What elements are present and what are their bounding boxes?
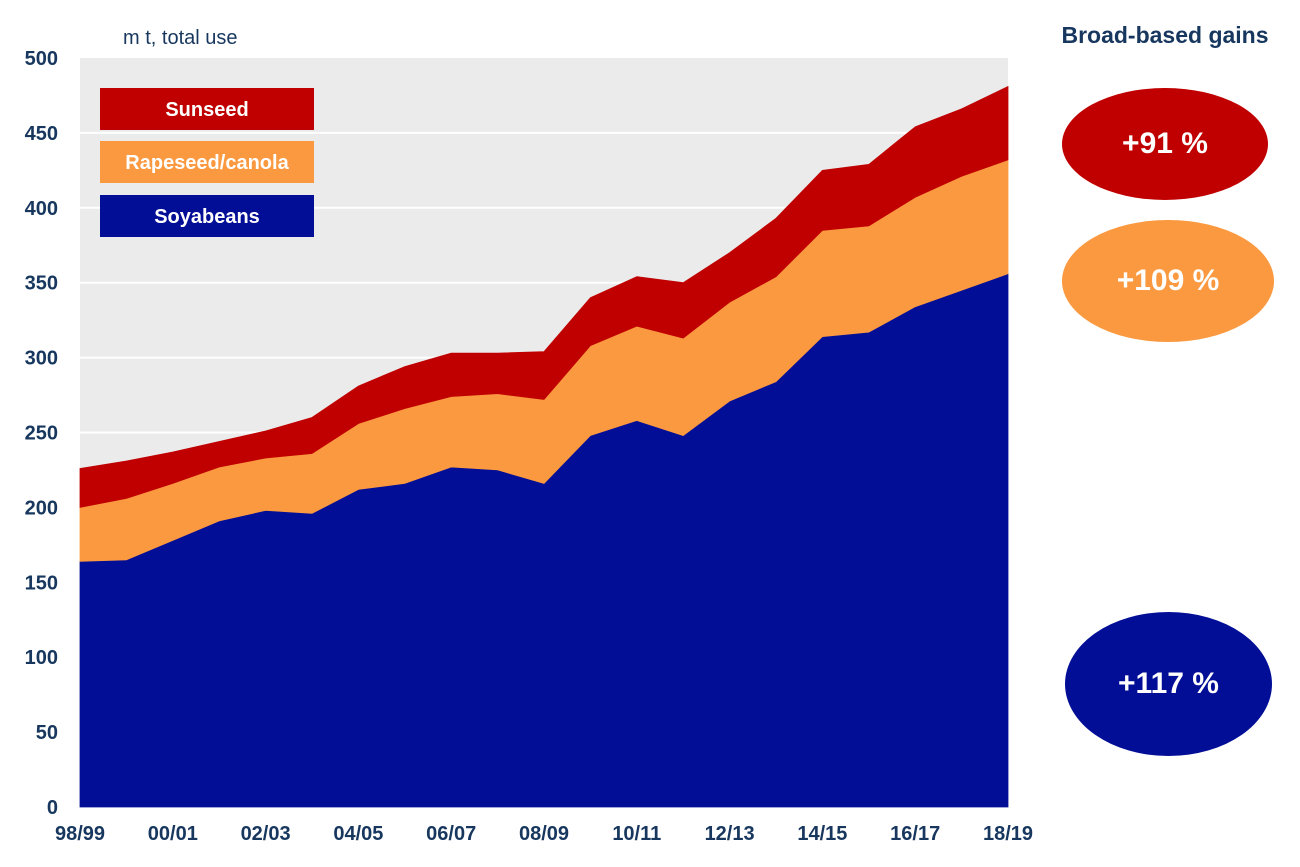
legend-label-soyabeans: Soyabeans: [154, 206, 260, 228]
y-tick-label: 150: [25, 572, 58, 594]
legend-item-rapeseed: Rapeseed/canola: [100, 141, 314, 183]
gain-label-soyabeans: +117 %: [1118, 667, 1219, 700]
unit-label: m t, total use: [123, 27, 238, 49]
gain-badge-soyabeans: +117 %: [1065, 612, 1272, 756]
x-tick-label: 08/09: [519, 823, 569, 845]
y-tick-label: 100: [25, 647, 58, 669]
legend: Sunseed Rapeseed/canola Soyabeans: [100, 88, 314, 237]
y-axis: 0 50 100 150 200 250 300 350 400 450 500: [25, 48, 58, 819]
x-tick-label: 06/07: [426, 823, 476, 845]
y-tick-label: 500: [25, 48, 58, 70]
y-tick-label: 450: [25, 123, 58, 145]
y-tick-label: 350: [25, 273, 58, 295]
x-tick-label: 02/03: [241, 823, 291, 845]
gain-badge-sunseed: +91 %: [1062, 88, 1268, 200]
legend-item-soyabeans: Soyabeans: [100, 195, 314, 237]
side-panel-title: Broad-based gains: [1061, 22, 1269, 48]
gain-label-rapeseed: +109 %: [1116, 264, 1220, 297]
gain-label-sunseed: +91 %: [1122, 127, 1208, 160]
x-tick-label: 98/99: [55, 823, 105, 845]
x-tick-label: 16/17: [890, 823, 940, 845]
x-tick-label: 00/01: [148, 823, 198, 845]
y-tick-label: 300: [25, 348, 58, 370]
x-tick-label: 04/05: [333, 823, 383, 845]
legend-swatch-rapeseed: [100, 141, 314, 183]
x-tick-label: 14/15: [797, 823, 847, 845]
legend-label-sunseed: Sunseed: [165, 99, 248, 121]
x-tick-label: 10/11: [612, 823, 661, 845]
y-tick-label: 50: [36, 722, 58, 744]
y-tick-label: 200: [25, 497, 58, 519]
legend-swatch-soyabeans: [100, 195, 314, 237]
legend-swatch-sunseed: [100, 88, 314, 130]
legend-label-rapeseed: Rapeseed/canola: [125, 152, 289, 174]
y-tick-label: 0: [47, 797, 58, 819]
area-sunseed: [79, 85, 1009, 508]
area-series: [79, 85, 1009, 808]
gain-badge-rapeseed: +109 %: [1062, 220, 1274, 342]
y-tick-label: 400: [25, 198, 58, 220]
x-axis: 98/99 00/01 02/03 04/05 06/07 08/09 10/11 12/13…: [55, 823, 1033, 845]
legend-item-sunseed: Sunseed: [100, 88, 314, 130]
x-tick-label: 12/13: [705, 823, 755, 845]
x-tick-label: 18/19: [983, 823, 1033, 845]
y-tick-label: 250: [25, 423, 58, 445]
